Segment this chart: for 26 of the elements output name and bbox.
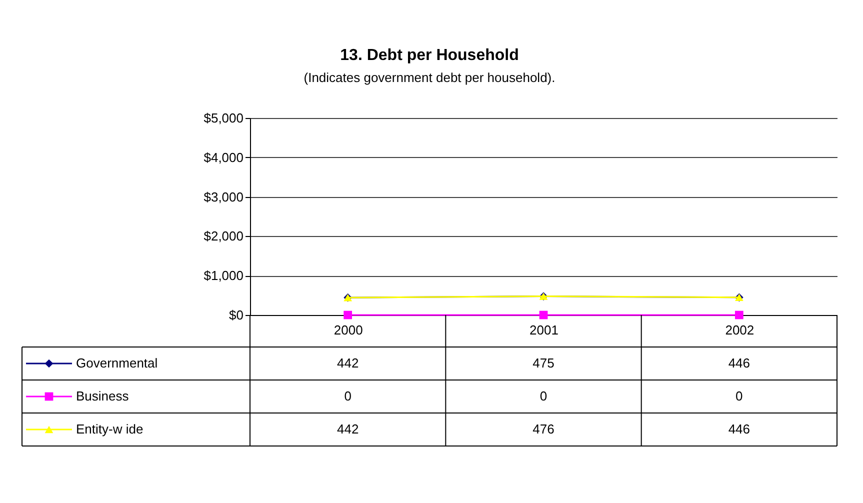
chart-subtitle: (Indicates government debt per household).: [304, 70, 556, 85]
y-tick-label: $1,000: [204, 268, 244, 284]
data-label: 475: [532, 356, 554, 370]
y-tick-label: $3,000: [204, 189, 244, 204]
data-label: 442: [336, 422, 359, 436]
legend-label: Governmental: [76, 356, 158, 370]
point: [734, 310, 744, 320]
y-tick-label: $5,000: [204, 110, 244, 126]
data-label: 442: [336, 356, 359, 370]
y-tick-label: $4,000: [204, 150, 244, 165]
legend-label: Entity-w ide: [76, 422, 144, 436]
data-label: 476: [532, 422, 554, 436]
point: [344, 310, 352, 320]
x-tick-label: 2001: [530, 322, 558, 338]
legend-label: Business: [76, 388, 130, 404]
chart-title: 13. Debt per Household: [340, 47, 519, 64]
y-tick-label: $2,000: [204, 228, 244, 244]
x-tick-label: 2002: [725, 322, 754, 338]
data-label: 446: [728, 356, 750, 370]
data-label: 0: [344, 388, 352, 404]
data-label: 0: [736, 388, 743, 404]
y-tick-label: $0: [229, 308, 244, 322]
x-tick-label: 2000: [334, 322, 363, 338]
point: [539, 310, 548, 320]
data-label: 0: [540, 388, 548, 404]
data-label: 446: [728, 422, 750, 436]
